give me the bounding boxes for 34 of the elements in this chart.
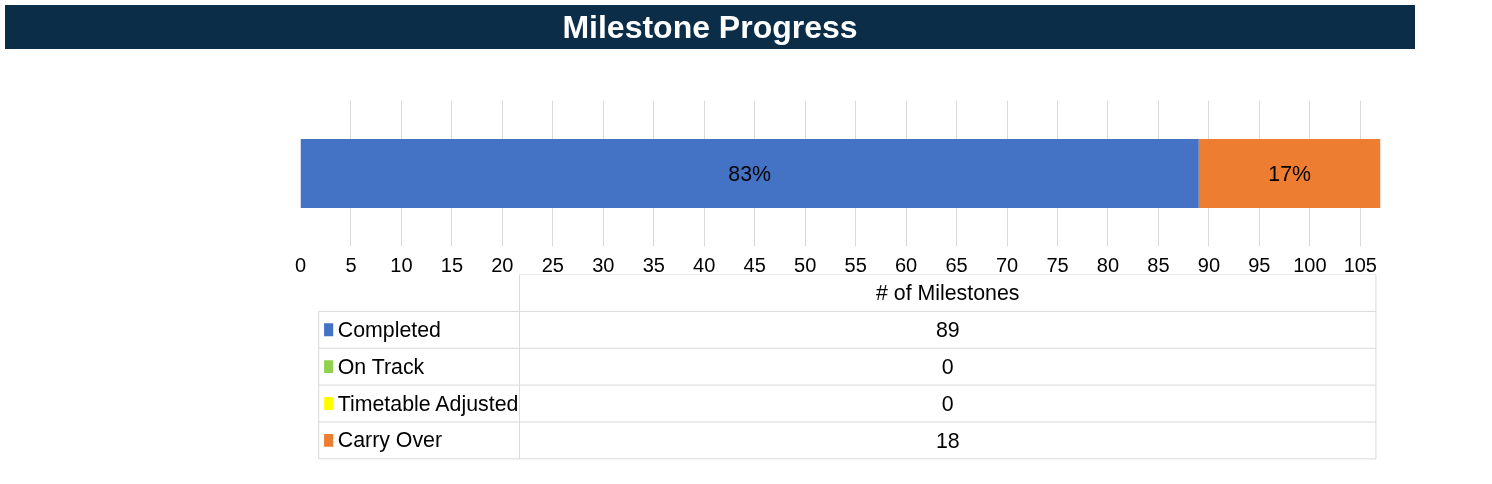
data-label: 0: [941, 392, 954, 417]
data-label: 0: [941, 355, 954, 380]
x-tick-label: 75: [1046, 253, 1069, 276]
text: # of Milestones: [876, 280, 1020, 305]
legend-label: Completed: [337, 317, 441, 342]
annotation: 17%: [1268, 161, 1312, 186]
x-tick-label: 5: [345, 253, 357, 276]
chart-title: Milestone Progress: [562, 8, 858, 47]
x-tick-label: 100: [1293, 253, 1327, 276]
x-tick-label: 30: [592, 253, 615, 276]
x-tick-label: 70: [995, 253, 1019, 276]
x-tick-label: 0: [294, 253, 307, 276]
x-tick-label: 25: [541, 253, 564, 276]
x-tick-label: 45: [743, 253, 766, 276]
x-tick-label: 65: [945, 253, 968, 276]
x-tick-label: 80: [1096, 253, 1120, 276]
legend-label: On Track: [337, 354, 425, 379]
x-tick-label: 55: [844, 253, 867, 276]
x-tick-label: 35: [642, 253, 665, 276]
annotation: 83%: [728, 161, 772, 186]
x-tick-label: 15: [440, 253, 464, 276]
x-tick-label: 105: [1343, 253, 1377, 276]
x-tick-label: 95: [1248, 253, 1271, 276]
x-tick-label: 20: [491, 253, 514, 276]
legend-label: Carry Over: [337, 428, 443, 453]
x-tick-label: 85: [1147, 253, 1170, 276]
data-label: 89: [935, 318, 960, 343]
x-tick-label: 10: [390, 253, 413, 276]
data-label: 18: [935, 428, 960, 453]
x-tick-label: 40: [693, 253, 716, 276]
legend-label: Timetable Adjusted: [337, 391, 519, 416]
x-tick-label: 90: [1197, 253, 1221, 276]
x-tick-label: 60: [894, 253, 918, 276]
x-tick-label: 50: [794, 253, 817, 276]
